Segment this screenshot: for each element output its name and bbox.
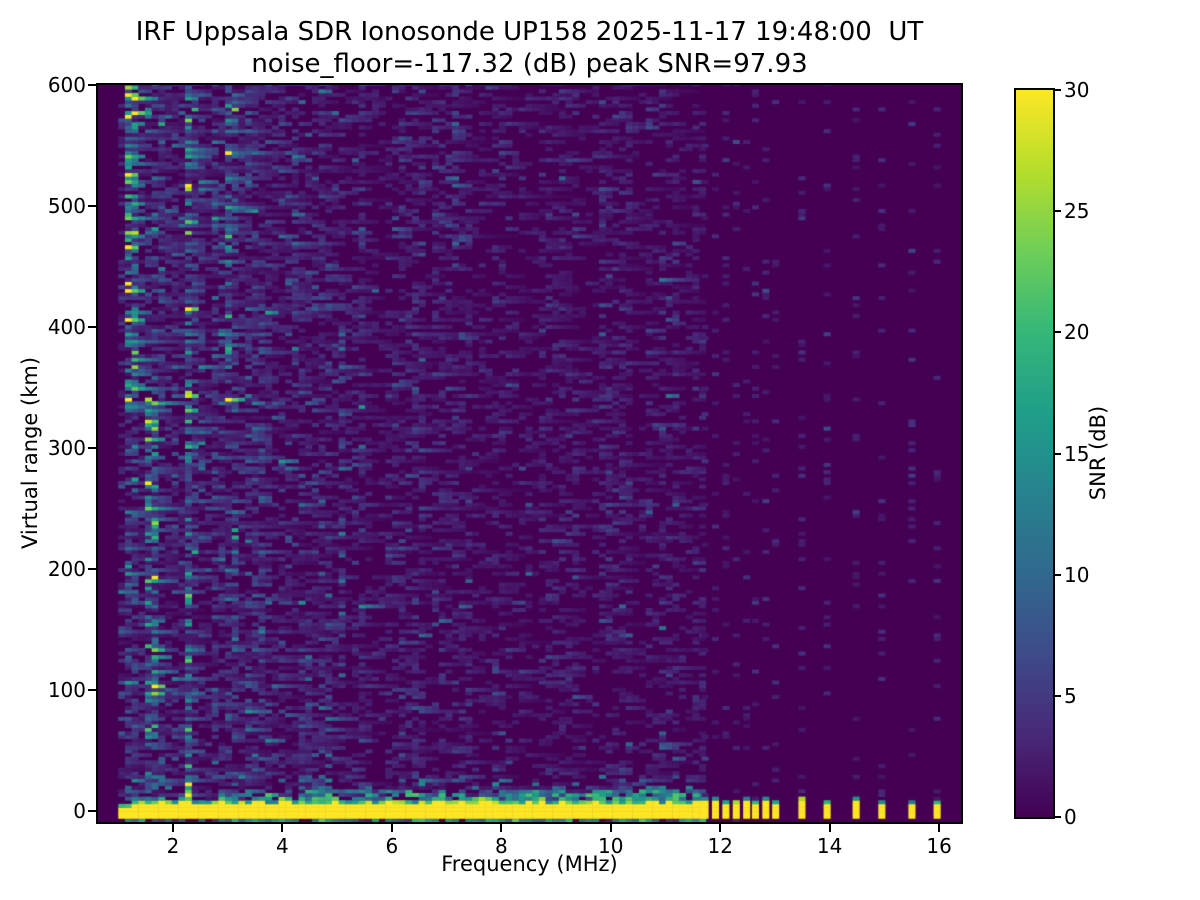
colorbar-tick-label: 15 <box>1064 441 1090 466</box>
y-tick-label: 400 <box>47 314 86 339</box>
x-tick-mark <box>281 824 284 832</box>
x-tick-mark <box>390 824 393 832</box>
colorbar-tick-label: 5 <box>1064 683 1077 708</box>
colorbar-tick-label: 10 <box>1064 562 1090 587</box>
x-tick-label: 12 <box>707 834 733 858</box>
y-tick-mark <box>88 325 96 328</box>
y-tick-label: 0 <box>73 798 86 823</box>
colorbar-tick-label: 20 <box>1064 320 1090 345</box>
x-axis-label: Frequency (MHz) <box>441 852 618 876</box>
x-tick-label: 10 <box>598 834 624 858</box>
x-tick-label: 2 <box>166 834 180 858</box>
x-tick-label: 8 <box>494 834 508 858</box>
y-tick-label: 200 <box>47 556 86 581</box>
y-tick-label: 600 <box>47 73 86 97</box>
colorbar-tick-mark <box>1055 573 1061 576</box>
colorbar-tick-mark <box>1055 694 1061 697</box>
x-tick-label: 14 <box>816 834 843 858</box>
y-tick-mark <box>88 84 96 86</box>
x-tick-mark <box>938 824 941 832</box>
chart-subtitle: noise_floor=-117.32 (dB) peak SNR=97.93 <box>251 49 808 79</box>
x-tick-label: 16 <box>926 834 952 858</box>
x-tick-label: 6 <box>385 834 399 858</box>
colorbar-tick-mark <box>1055 210 1061 213</box>
colorbar-tick-label: 25 <box>1064 199 1090 224</box>
y-tick-mark <box>88 688 96 691</box>
x-tick-mark <box>828 824 831 832</box>
y-tick-label: 300 <box>47 435 86 460</box>
plot-area <box>96 83 963 824</box>
ionogram-heatmap <box>98 85 961 822</box>
y-tick-mark <box>88 567 96 570</box>
chart-title: IRF Uppsala SDR Ionosonde UP158 2025-11-… <box>135 17 924 47</box>
y-tick-label: 500 <box>47 193 86 218</box>
colorbar-tick-label: 30 <box>1064 78 1090 102</box>
colorbar-tick-mark <box>1055 452 1061 455</box>
x-tick-mark <box>609 824 612 832</box>
y-tick-mark <box>88 204 96 207</box>
y-tick-label: 100 <box>47 677 86 702</box>
colorbar-gradient <box>1016 90 1053 817</box>
y-tick-mark <box>88 446 96 449</box>
colorbar-tick-mark <box>1055 816 1061 818</box>
colorbar <box>1014 88 1055 819</box>
x-tick-mark <box>719 824 722 832</box>
x-tick-mark <box>500 824 503 832</box>
x-tick-mark <box>171 824 174 832</box>
colorbar-tick-mark <box>1055 89 1061 91</box>
colorbar-label: SNR (dB) <box>1086 405 1110 501</box>
x-tick-label: 4 <box>276 834 289 858</box>
colorbar-tick-label: 0 <box>1064 805 1077 829</box>
colorbar-tick-mark <box>1055 331 1061 334</box>
y-tick-mark <box>88 809 96 812</box>
